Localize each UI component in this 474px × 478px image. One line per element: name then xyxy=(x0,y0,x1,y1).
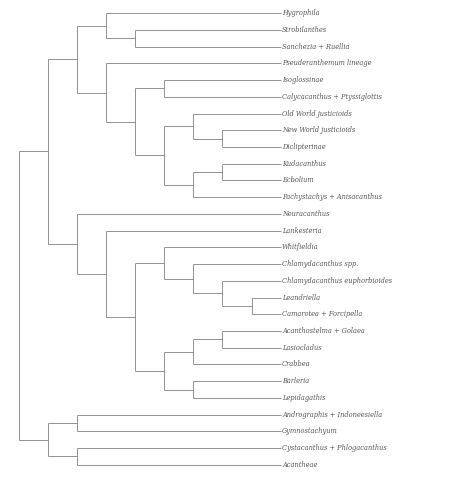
Text: Crabbea: Crabbea xyxy=(282,360,310,369)
Text: Leandriella: Leandriella xyxy=(282,293,320,302)
Text: Diclipterinae: Diclipterinae xyxy=(282,143,326,151)
Text: Camarotea + Forcipella: Camarotea + Forcipella xyxy=(282,310,363,318)
Text: Neuracanthus: Neuracanthus xyxy=(282,210,329,218)
Text: Isoglossinae: Isoglossinae xyxy=(282,76,323,84)
Text: Chlamydacanthus euphorbioides: Chlamydacanthus euphorbioides xyxy=(282,277,392,285)
Text: Ecbolium: Ecbolium xyxy=(282,176,314,185)
Text: Lepidagathis: Lepidagathis xyxy=(282,394,326,402)
Text: Barleria: Barleria xyxy=(282,377,309,385)
Text: Chlamydacanthus spp.: Chlamydacanthus spp. xyxy=(282,260,358,268)
Text: Gymnostachyum: Gymnostachyum xyxy=(282,427,338,435)
Text: Lasiocladus: Lasiocladus xyxy=(282,344,322,352)
Text: Whitfieldia: Whitfieldia xyxy=(282,243,319,251)
Text: Acantheae: Acantheae xyxy=(282,461,318,469)
Text: New World justicioids: New World justicioids xyxy=(282,126,355,134)
Text: Hygrophila: Hygrophila xyxy=(282,9,319,17)
Text: Cystacanthus + Phlogacanthus: Cystacanthus + Phlogacanthus xyxy=(282,444,387,452)
Text: Kudacanthus: Kudacanthus xyxy=(282,160,326,168)
Text: Pseuderanthemum lineage: Pseuderanthemum lineage xyxy=(282,59,372,67)
Text: Andrographis + Indoneesiella: Andrographis + Indoneesiella xyxy=(282,411,382,419)
Text: Pachystachys + Anisacanthus: Pachystachys + Anisacanthus xyxy=(282,193,382,201)
Text: Old World justicioids: Old World justicioids xyxy=(282,109,352,118)
Text: Acanthostelma + Golaea: Acanthostelma + Golaea xyxy=(282,327,365,335)
Text: Lankesteria: Lankesteria xyxy=(282,227,322,235)
Text: Calycacanthus + Ptyssiglottis: Calycacanthus + Ptyssiglottis xyxy=(282,93,382,101)
Text: Strobilanthes: Strobilanthes xyxy=(282,26,327,34)
Text: Sanchezia + Ruellia: Sanchezia + Ruellia xyxy=(282,43,349,51)
